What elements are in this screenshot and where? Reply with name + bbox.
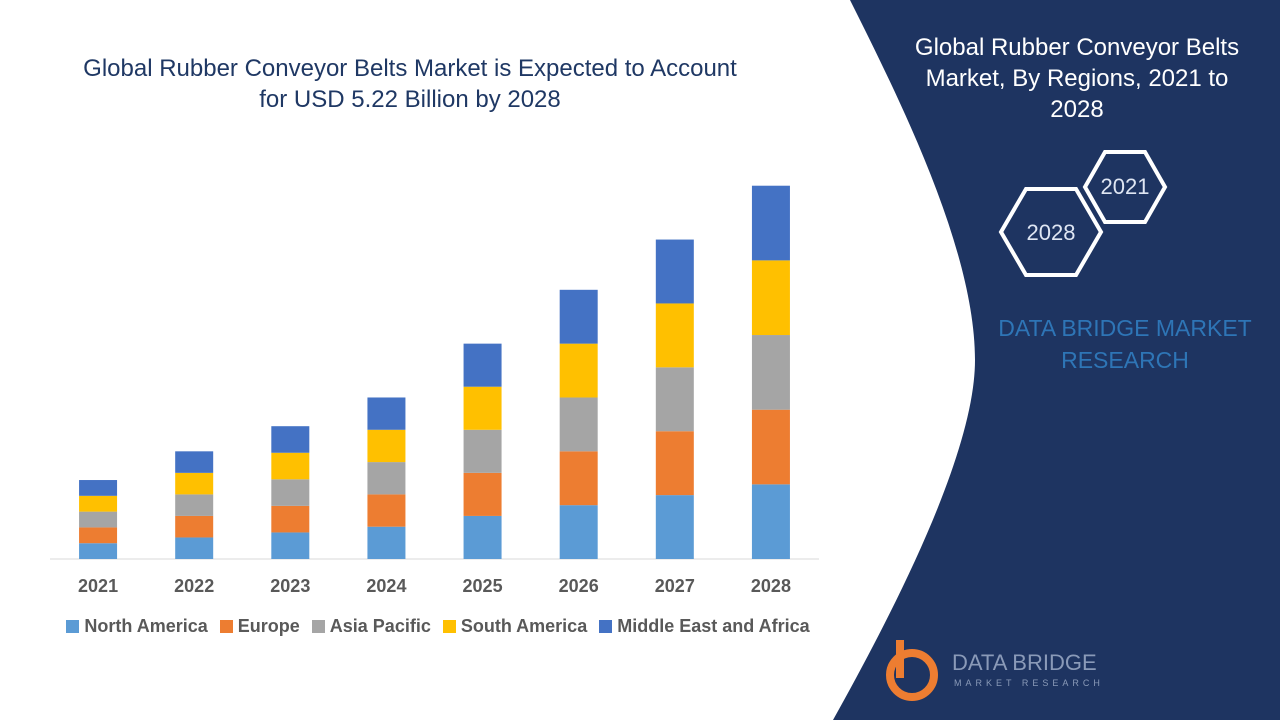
bar-segment (463, 429, 502, 473)
x-tick-label: 2028 (751, 576, 791, 596)
hexagon-label: 2021 (1101, 174, 1150, 199)
legend-swatch (599, 620, 613, 633)
bar-segment (655, 303, 694, 368)
legend: North America Europe Asia Pacific South Ame… (40, 616, 836, 637)
legend-item: Middle East and Africa (599, 616, 810, 637)
bar-segment (175, 515, 214, 538)
bar-segment (559, 397, 598, 452)
bar-segment (79, 511, 118, 528)
legend-item: Asia Pacific (311, 616, 431, 637)
bar-segment (271, 452, 310, 480)
bar-segment (751, 185, 790, 261)
logo-name: DATA BRIDGE (952, 650, 1097, 675)
legend-label: Middle East and Africa (617, 616, 810, 636)
bar-segment (751, 409, 790, 485)
x-tick-label: 2024 (366, 576, 406, 596)
legend-item: South America (442, 616, 588, 637)
legend-swatch (442, 620, 456, 633)
x-tick-label: 2022 (174, 576, 214, 596)
bar-segment (463, 515, 502, 559)
bar-segment (271, 505, 310, 533)
legend-item: North America (66, 616, 208, 637)
bar-segment (367, 526, 406, 559)
bar-segment (559, 289, 598, 344)
bar-segment (271, 426, 310, 453)
bar-segment (655, 495, 694, 559)
bar-segment (367, 429, 406, 463)
bar-segment (79, 527, 118, 544)
bar-segment (655, 431, 694, 496)
hexagon-label: 2028 (1027, 220, 1076, 245)
x-tick-label: 2026 (559, 576, 599, 596)
bar-segment (655, 367, 694, 432)
bar-segment (175, 537, 214, 559)
bar-segment (751, 335, 790, 410)
hexagon (998, 187, 1104, 277)
bar-segment (559, 343, 598, 398)
side-panel (833, 0, 1280, 720)
bar-segment (463, 472, 502, 516)
bar-segment (175, 451, 214, 473)
panel-title: Global Rubber Conveyor Belts Market, By … (914, 34, 1240, 123)
chart-title: Global Rubber Conveyor Belts Market is E… (83, 55, 737, 113)
hexagon (1082, 150, 1168, 224)
legend-label: South America (460, 616, 588, 636)
legend-label: Asia Pacific (329, 616, 431, 636)
bar-segment (271, 479, 310, 506)
bar-segment (463, 386, 502, 430)
bar-segment (559, 451, 598, 506)
bar-segment (175, 494, 214, 516)
bar-segment (367, 462, 406, 495)
logo-icon (886, 649, 938, 701)
bar-segment (655, 239, 694, 304)
x-tick-label: 2025 (463, 576, 503, 596)
bar-segment (751, 260, 790, 336)
legend-label: North America (84, 616, 208, 636)
bar-segment (79, 480, 118, 496)
bar-segment (463, 343, 502, 387)
bar-segment (175, 472, 214, 495)
x-tick-label: 2027 (655, 576, 695, 596)
bar-segment (367, 397, 406, 430)
bar-segment (79, 495, 118, 512)
bar-segment (271, 532, 310, 559)
legend-item: Europe (219, 616, 300, 637)
legend-swatch (311, 620, 325, 633)
x-tick-label: 2023 (270, 576, 310, 596)
legend-swatch (66, 620, 80, 633)
logo-tagline: MARKET RESEARCH (954, 678, 1104, 688)
logo-icon (896, 640, 904, 678)
legend-label: Europe (237, 616, 300, 636)
bar-segment (367, 494, 406, 527)
bar-segment (559, 505, 598, 559)
brand-text: DATA BRIDGE MARKET RESEARCH (998, 315, 1252, 373)
x-tick-label: 2021 (78, 576, 118, 596)
legend-swatch (219, 620, 233, 633)
bar-segment (751, 484, 790, 559)
bar-segment (79, 543, 118, 559)
